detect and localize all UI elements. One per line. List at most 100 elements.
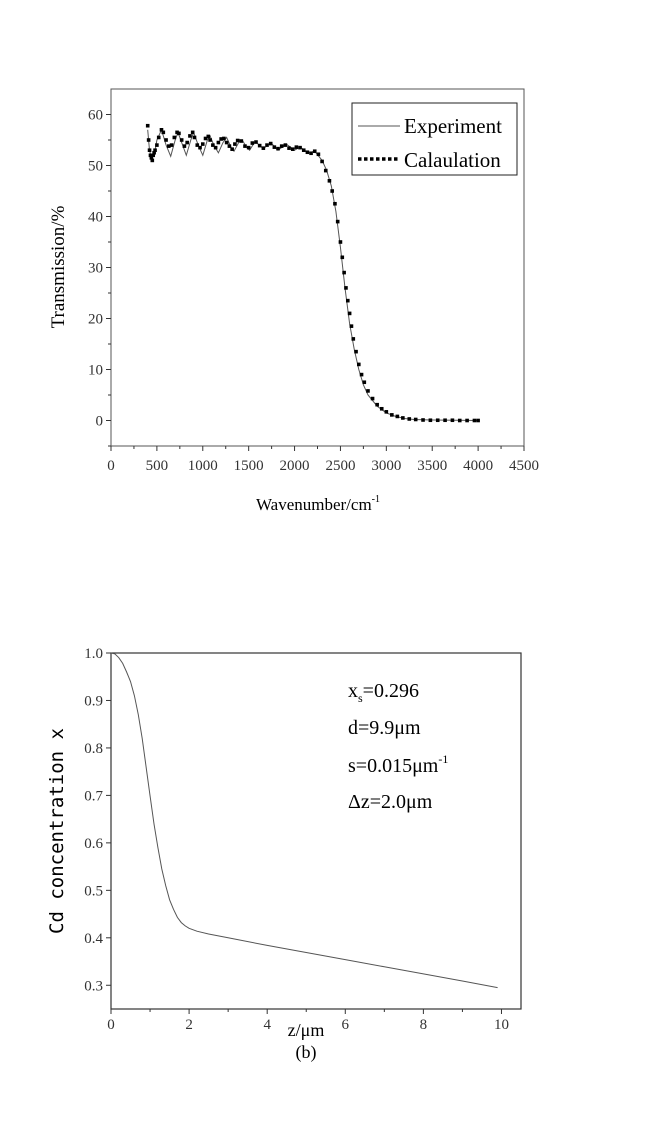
calculation-point: [465, 418, 469, 423]
calculation-point: [152, 150, 156, 155]
x-tick-label: 8: [420, 1017, 428, 1033]
calculation-point: [323, 168, 328, 173]
calculation-point: [401, 416, 405, 420]
calculation-point: [347, 311, 352, 316]
x-axis-label-sup: -1: [372, 494, 380, 505]
calculation-point: [312, 149, 317, 154]
x-tick-label: 2: [185, 1017, 193, 1033]
x-tick-label: 4: [263, 1017, 271, 1033]
y-tick-label: 40: [88, 210, 103, 226]
calculation-point: [172, 135, 177, 140]
calculation-point: [316, 152, 321, 157]
calculation-point: [254, 140, 258, 144]
x-axis-label: Wavenumber/cm-1: [256, 494, 380, 514]
calculation-point: [351, 337, 356, 341]
calculation-point: [200, 142, 205, 146]
calculation-point: [333, 201, 337, 206]
calculation-point: [290, 147, 295, 151]
calculation-point: [413, 417, 418, 422]
calculation-point: [261, 146, 266, 150]
annotation-s-main: s=0.015μm: [348, 755, 439, 777]
calculation-point: [195, 143, 200, 147]
calculation-point: [349, 324, 354, 328]
calculation-point: [362, 380, 367, 385]
calculation-point: [344, 286, 348, 290]
y-tick-label: 10: [88, 363, 103, 379]
x-tick-label: 2000: [280, 458, 310, 474]
annotation-s-sup: -1: [438, 752, 448, 766]
calculation-point: [294, 145, 299, 149]
y-tick-label: 30: [88, 261, 103, 277]
calculation-point: [167, 144, 171, 148]
legend-box: [351, 102, 518, 176]
y-tick-label: 0.6: [84, 836, 103, 852]
calculation-point: [320, 159, 324, 164]
calculation-point: [153, 148, 157, 152]
annotation-xs-sub: s: [358, 691, 363, 705]
legend-label-experiment: Experiment: [404, 114, 502, 138]
y-tick-label: 20: [88, 312, 103, 328]
calculation-point: [156, 135, 161, 140]
y-tick-label: 60: [88, 108, 103, 124]
calculation-point: [370, 396, 375, 401]
calculation-point: [159, 128, 164, 132]
calculation-point: [265, 143, 269, 147]
calculation-point: [145, 123, 150, 128]
x-tick-label: 3000: [371, 458, 401, 474]
calculation-point: [148, 153, 153, 158]
calculation-point: [192, 135, 197, 140]
calculation-point: [257, 143, 262, 148]
calculation-point: [359, 372, 364, 377]
calculation-point: [227, 144, 232, 148]
calculation-point: [354, 349, 358, 354]
calculation-point: [179, 138, 184, 142]
calculation-point: [390, 413, 394, 417]
calculation-point: [375, 402, 379, 407]
y-tick-label: 0.5: [84, 883, 103, 899]
calculation-point: [287, 146, 291, 150]
x-tick-label: 1500: [234, 458, 264, 474]
calculation-point: [340, 255, 345, 260]
annotation-d: d=9.9μm: [348, 717, 421, 739]
figure-caption: (b): [296, 1042, 317, 1063]
legend-label-calculation: Calaulation: [404, 148, 501, 172]
calculation-point: [421, 418, 425, 422]
calculation-point: [213, 145, 218, 150]
calculation-point: [327, 179, 332, 183]
transmission-chart: 0 500 1000 1500 2000 2500 3000 3500 4000 4500 0 10 2…: [48, 88, 539, 514]
calculation-point: [384, 410, 389, 414]
calculation-point: [357, 362, 361, 367]
calculation-point: [233, 142, 237, 146]
calculation-point: [250, 141, 255, 145]
x-tick-label: 3500: [417, 458, 447, 474]
calculation-point: [164, 138, 168, 142]
x-axis-label-text: Wavenumber/cm: [256, 495, 372, 514]
x-axis-label: z/μm: [288, 1020, 325, 1040]
y-axis-label: Cd concentration x: [46, 728, 68, 934]
annotation-dz: Δz=2.0μm: [348, 791, 433, 813]
calculation-point: [345, 298, 350, 303]
calculation-point: [206, 134, 211, 139]
calculation-point: [219, 137, 223, 141]
calculation-point: [177, 131, 181, 136]
calculation-point: [476, 418, 480, 423]
calculation-point: [428, 418, 433, 423]
calculation-point: [230, 147, 234, 151]
calculation-point: [239, 139, 244, 143]
annotation-xs-value: =0.296: [363, 680, 419, 702]
calculation-point: [309, 151, 313, 156]
calculation-point: [243, 144, 247, 148]
calculation-point: [235, 138, 240, 143]
x-tick-label: 500: [146, 458, 169, 474]
calculation-point: [330, 189, 334, 193]
x-tick-label: 10: [494, 1017, 509, 1033]
calculation-point: [150, 158, 155, 163]
calculation-point: [146, 138, 151, 142]
cd-profile-line: [110, 652, 498, 989]
y-tick-label: 0.9: [84, 693, 103, 709]
calculation-point: [216, 140, 221, 145]
calculation-point: [279, 144, 284, 148]
concentration-chart: 0 2 4 6 8 10 0.3 0.4 0.5 0.6 0.7 0.8 0.9 1.0 Cd conce…: [46, 646, 522, 1063]
calculation-point: [272, 145, 277, 149]
calculation-point: [198, 145, 202, 150]
